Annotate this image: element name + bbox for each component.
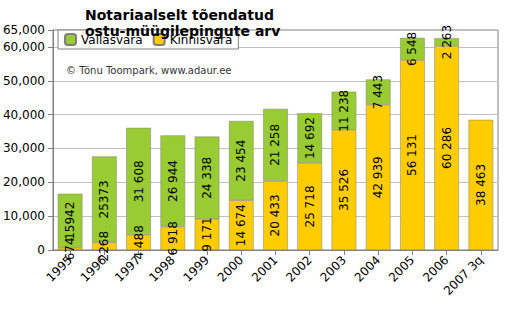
svg-text:10,000: 10,000	[3, 209, 45, 223]
svg-text:1996: 1996	[77, 253, 110, 285]
svg-text:674: 674	[63, 237, 77, 260]
svg-text:23 454: 23 454	[234, 140, 248, 182]
svg-text:Kinnisvara: Kinnisvara	[169, 32, 233, 47]
svg-text:20,000: 20,000	[3, 175, 45, 189]
svg-text:Notariaalselt tõendatud: Notariaalselt tõendatud	[85, 7, 279, 23]
svg-text:14 692: 14 692	[303, 117, 317, 159]
svg-text:2000: 2000	[215, 253, 246, 284]
svg-text:2003: 2003	[317, 253, 348, 284]
svg-text:60,000: 60,000	[3, 40, 45, 54]
svg-text:4 488: 4 488	[132, 225, 146, 259]
svg-text:2 263: 2 263	[440, 25, 454, 59]
svg-text:38 463: 38 463	[474, 164, 488, 206]
svg-text:25 718: 25 718	[303, 185, 317, 227]
svg-text:14 674: 14 674	[234, 204, 248, 246]
svg-text:60 286: 60 286	[440, 127, 454, 169]
svg-text:0: 0	[37, 243, 45, 257]
svg-text:1999: 1999	[181, 253, 212, 284]
svg-text:21 258: 21 258	[268, 124, 282, 166]
svg-text:Vallasvara: Vallasvara	[81, 32, 143, 47]
svg-text:9 171: 9 171	[200, 217, 214, 251]
svg-text:11 238: 11 238	[337, 90, 351, 132]
svg-text:42 939: 42 939	[371, 156, 385, 198]
svg-text:26 944: 26 944	[166, 160, 180, 202]
svg-text:25373: 25373	[97, 180, 111, 218]
svg-text:2001: 2001	[249, 253, 280, 284]
svg-text:6 918: 6 918	[166, 221, 180, 255]
svg-text:2004: 2004	[352, 253, 383, 284]
svg-text:2007 3q: 2007 3q	[441, 253, 486, 298]
svg-text:24 338: 24 338	[200, 157, 214, 199]
svg-text:1997: 1997	[112, 253, 144, 285]
svg-text:7 443: 7 443	[371, 75, 385, 109]
svg-text:15942: 15942	[63, 202, 77, 240]
svg-text:2002: 2002	[283, 253, 314, 284]
svg-text:2005: 2005	[386, 253, 417, 284]
svg-text:50,000: 50,000	[3, 74, 45, 88]
svg-text:2006: 2006	[420, 253, 451, 284]
svg-text:30,000: 30,000	[3, 141, 45, 155]
svg-text:© Tõnu Toompark, www.adaur.ee: © Tõnu Toompark, www.adaur.ee	[66, 65, 232, 76]
svg-text:31 608: 31 608	[132, 160, 146, 202]
svg-text:2268: 2268	[97, 231, 111, 262]
svg-text:6 548: 6 548	[405, 32, 419, 66]
svg-text:65,000: 65,000	[3, 23, 45, 37]
svg-text:40,000: 40,000	[3, 108, 45, 122]
svg-text:1998: 1998	[146, 253, 177, 284]
svg-text:ostu-müügilepingute arv: ostu-müügilepingute arv	[85, 23, 280, 39]
svg-text:56 131: 56 131	[405, 134, 419, 176]
svg-text:1995: 1995	[43, 253, 76, 285]
svg-text:20 433: 20 433	[268, 194, 282, 236]
svg-text:35 526: 35 526	[337, 169, 351, 211]
